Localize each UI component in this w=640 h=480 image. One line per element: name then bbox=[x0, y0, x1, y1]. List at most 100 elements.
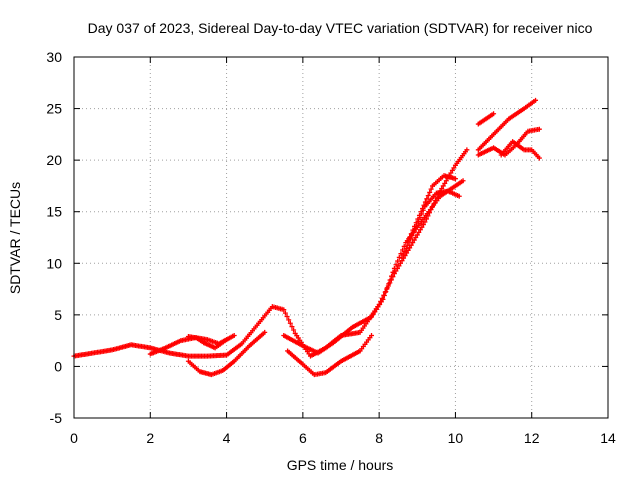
chart-title: Day 037 of 2023, Sidereal Day-to-day VTE… bbox=[88, 20, 593, 36]
satellite-track-11 bbox=[498, 139, 542, 161]
data-point bbox=[409, 233, 415, 239]
y-axis-label: SDTVAR / TECUs bbox=[7, 182, 23, 294]
data-point bbox=[231, 332, 237, 338]
data-point bbox=[491, 111, 497, 117]
data-point bbox=[383, 289, 389, 295]
data-point bbox=[369, 314, 375, 320]
data-point bbox=[399, 255, 405, 261]
data-point bbox=[289, 324, 295, 330]
y-tick-label: 30 bbox=[46, 49, 62, 65]
data-point bbox=[284, 313, 290, 319]
data-point bbox=[286, 317, 292, 323]
data-point bbox=[373, 306, 379, 312]
y-tick-label: 15 bbox=[46, 204, 62, 220]
data-point bbox=[533, 97, 539, 103]
data-point bbox=[425, 193, 431, 199]
x-tick-label: 2 bbox=[146, 430, 154, 446]
data-point bbox=[440, 183, 446, 189]
plot-frame bbox=[73, 56, 609, 419]
satellite-track-3 bbox=[185, 329, 268, 378]
data-point bbox=[262, 329, 268, 335]
data-point bbox=[384, 285, 390, 291]
satellite-track-6 bbox=[281, 178, 466, 356]
x-tick-label: 10 bbox=[448, 430, 464, 446]
data-point bbox=[395, 258, 401, 264]
data-point bbox=[413, 235, 419, 240]
data-point bbox=[372, 309, 378, 315]
satellite-track-4 bbox=[185, 332, 237, 347]
y-tick-label: 5 bbox=[54, 307, 62, 323]
data-point bbox=[464, 147, 470, 153]
data-point bbox=[420, 207, 426, 213]
data-point bbox=[411, 237, 417, 243]
data-point bbox=[398, 260, 404, 266]
data-point bbox=[378, 299, 384, 305]
data-point bbox=[424, 196, 430, 202]
y-tick-label: 25 bbox=[46, 101, 62, 117]
data-point bbox=[414, 232, 420, 238]
data-point bbox=[389, 273, 395, 279]
satellite-track-7 bbox=[407, 173, 458, 240]
data-point bbox=[387, 277, 393, 283]
data-point bbox=[428, 186, 434, 192]
data-point bbox=[398, 251, 404, 257]
data-point bbox=[386, 281, 392, 287]
data-point bbox=[452, 176, 458, 182]
data-point bbox=[393, 262, 399, 268]
x-tick-label: 8 bbox=[375, 430, 383, 446]
data-point bbox=[416, 229, 422, 235]
data-point bbox=[420, 222, 426, 228]
data-point bbox=[403, 245, 409, 251]
satellite-track-5 bbox=[285, 332, 375, 378]
data-point bbox=[291, 327, 297, 333]
data-point bbox=[412, 226, 418, 232]
data-point bbox=[417, 227, 423, 233]
data-point bbox=[417, 215, 423, 221]
data-point bbox=[406, 239, 412, 245]
data-points bbox=[71, 97, 542, 378]
data-point bbox=[415, 218, 421, 224]
data-point bbox=[443, 178, 449, 184]
y-tick-label: -5 bbox=[50, 410, 63, 426]
x-tick-label: 6 bbox=[299, 430, 307, 446]
y-tick-label: 0 bbox=[54, 358, 62, 374]
data-point bbox=[414, 222, 420, 228]
grid bbox=[74, 57, 608, 418]
data-point bbox=[377, 301, 383, 307]
x-tick-label: 4 bbox=[223, 430, 231, 446]
data-point bbox=[370, 311, 376, 317]
data-point bbox=[442, 180, 448, 186]
data-point bbox=[402, 249, 408, 255]
data-point bbox=[282, 310, 288, 316]
satellite-track-1 bbox=[71, 147, 470, 359]
data-point bbox=[456, 193, 462, 199]
data-point bbox=[408, 236, 414, 242]
data-point bbox=[281, 307, 287, 313]
data-point bbox=[410, 229, 416, 235]
x-axis-label: GPS time / hours bbox=[287, 457, 394, 473]
data-point bbox=[390, 269, 396, 275]
data-point bbox=[380, 296, 386, 302]
data-point bbox=[536, 126, 542, 132]
satellite-track-12 bbox=[475, 111, 497, 127]
x-tick-label: 0 bbox=[70, 430, 78, 446]
satellite-track-8 bbox=[399, 188, 462, 261]
data-point bbox=[451, 165, 457, 171]
data-point bbox=[400, 252, 406, 258]
data-point bbox=[393, 268, 399, 274]
data-point bbox=[375, 304, 381, 310]
data-point bbox=[419, 224, 425, 230]
data-point bbox=[396, 263, 402, 269]
data-point bbox=[448, 170, 454, 176]
x-tick-label: 14 bbox=[600, 430, 616, 446]
ticks: 0 2 4 6 8 10 12 14 -5 0 5 10 15 20 25 30 bbox=[46, 49, 616, 446]
data-point bbox=[381, 293, 387, 299]
y-tick-label: 20 bbox=[46, 152, 62, 168]
data-point bbox=[419, 211, 425, 217]
data-point bbox=[396, 254, 402, 260]
data-point bbox=[391, 265, 397, 271]
y-tick-label: 10 bbox=[46, 255, 62, 271]
data-point bbox=[536, 155, 542, 161]
data-point bbox=[287, 320, 293, 326]
